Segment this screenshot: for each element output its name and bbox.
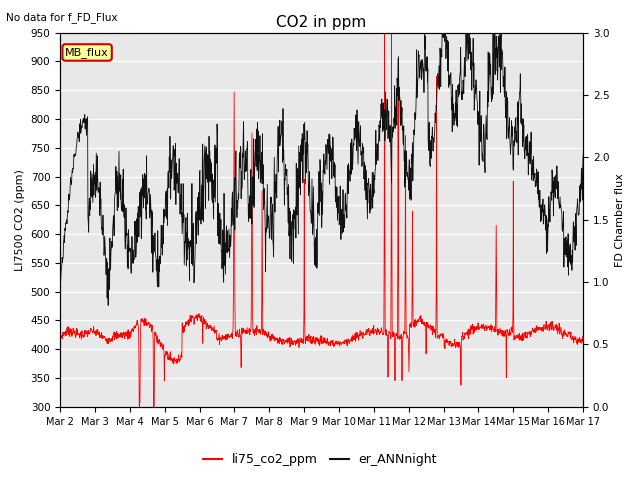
Y-axis label: FD Chamber flux: FD Chamber flux xyxy=(615,173,625,267)
Legend: li75_co2_ppm, er_ANNnight: li75_co2_ppm, er_ANNnight xyxy=(198,448,442,471)
Y-axis label: LI7500 CO2 (ppm): LI7500 CO2 (ppm) xyxy=(15,169,25,271)
Title: CO2 in ppm: CO2 in ppm xyxy=(276,15,367,30)
Text: MB_flux: MB_flux xyxy=(65,47,109,58)
Text: No data for f_FD_Flux: No data for f_FD_Flux xyxy=(6,12,118,23)
